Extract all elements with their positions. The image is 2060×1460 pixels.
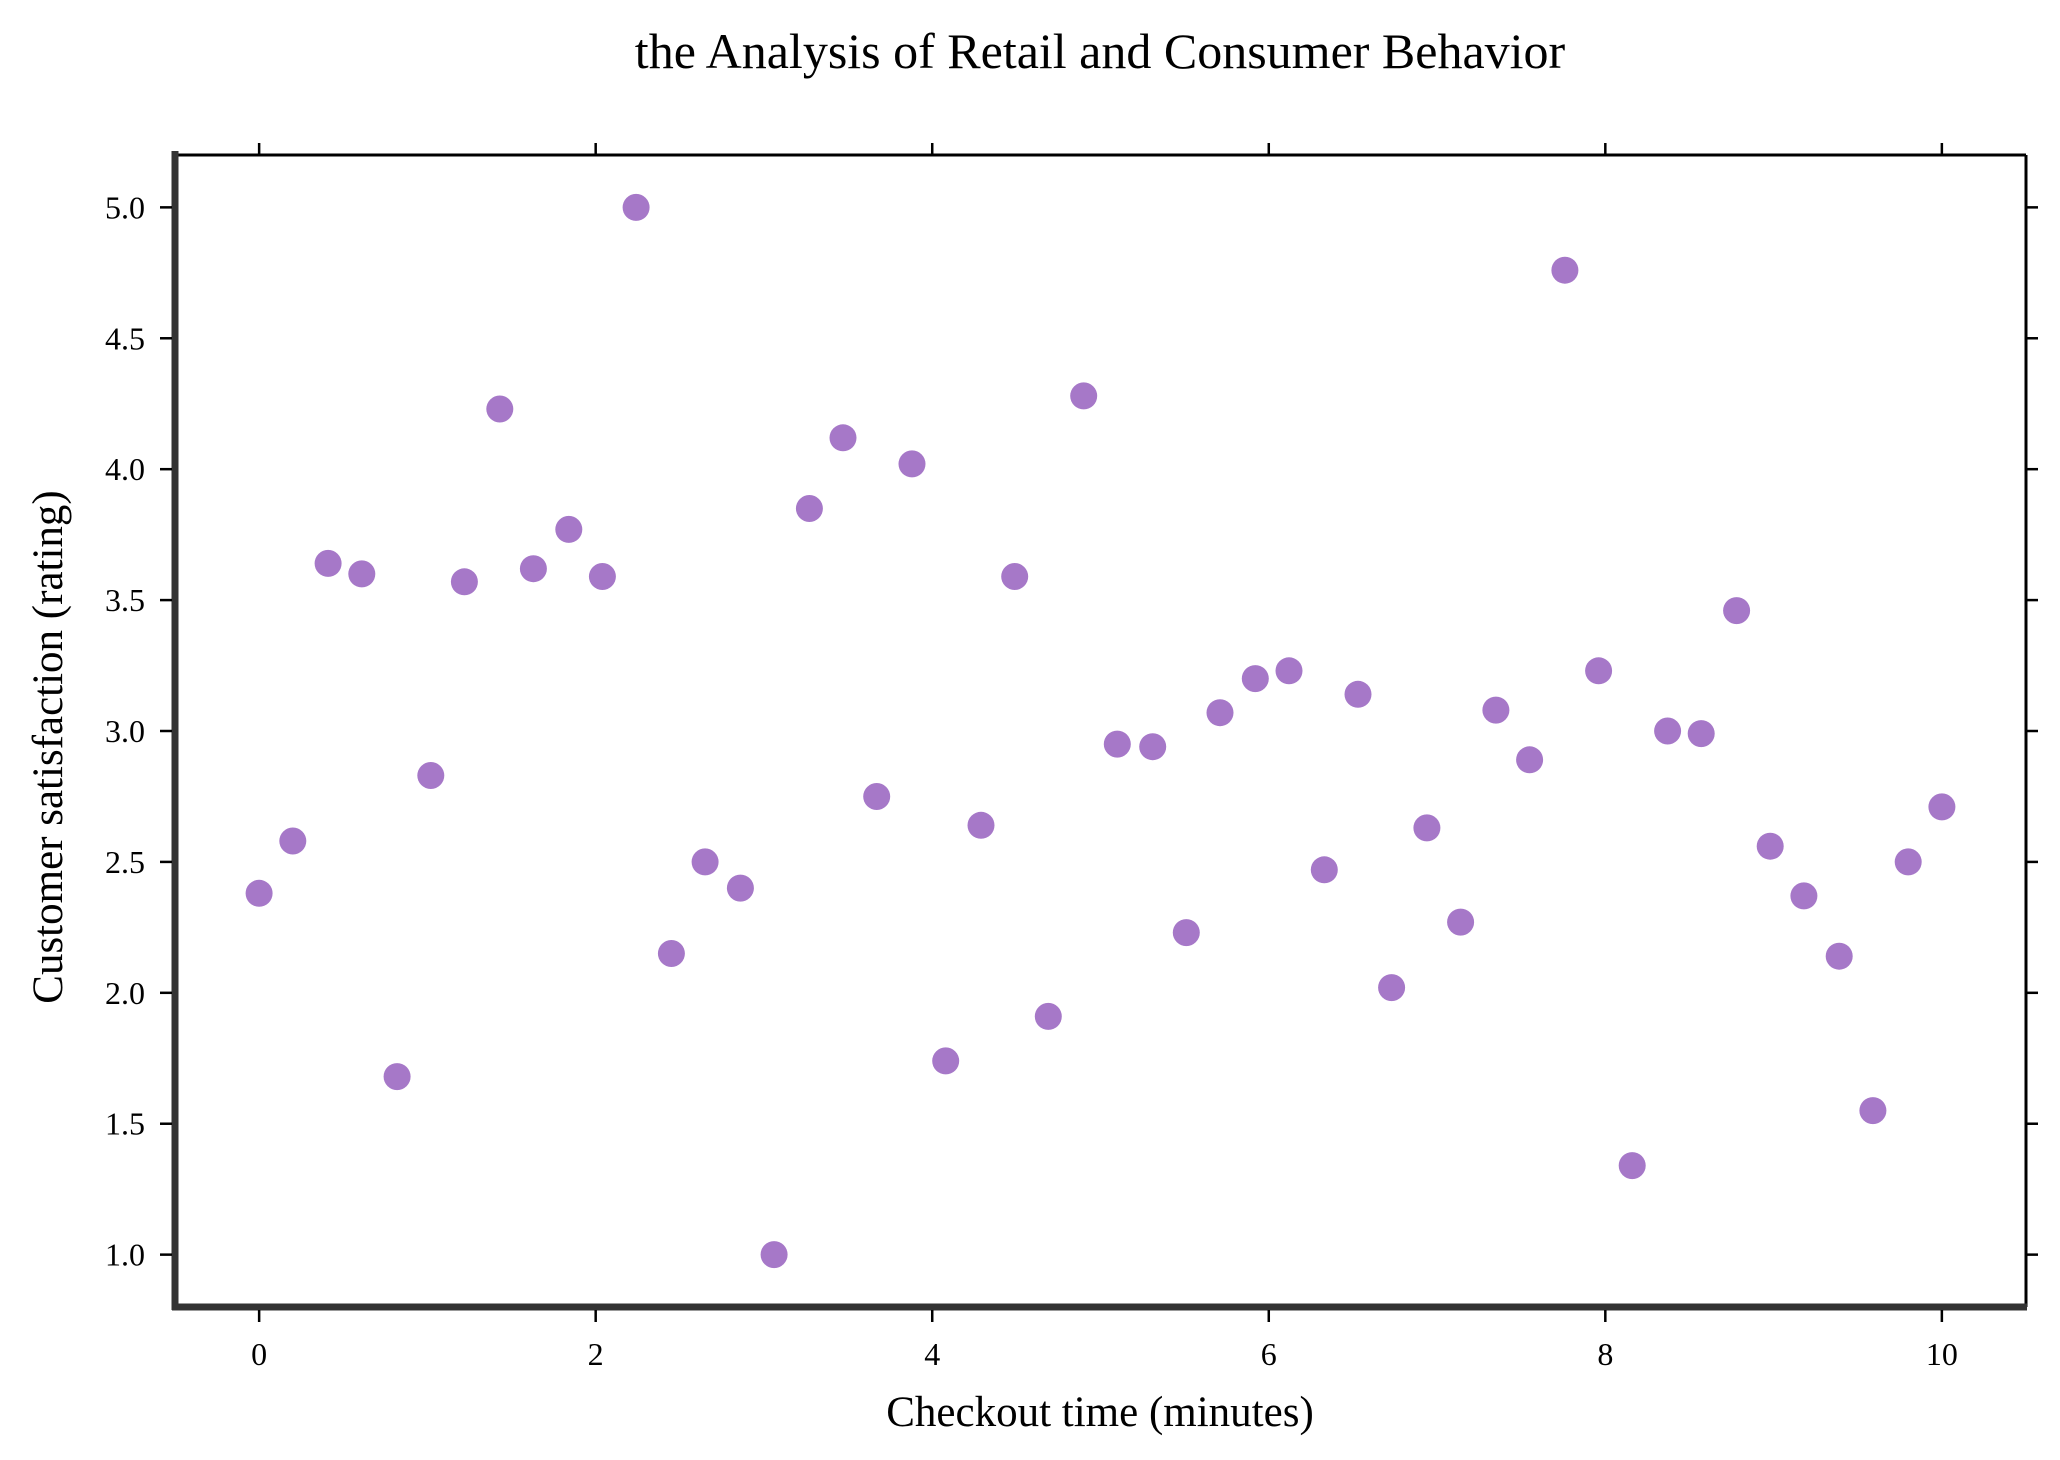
data-point <box>314 549 342 577</box>
data-point <box>795 495 823 522</box>
y-tick-label: 3.0 <box>105 713 145 749</box>
plot-area: 0 2 4 6 8 10 1.0 1.5 2.0 2.5 3.0 3.5 4.0 4.5 5.0 <box>105 143 2038 1372</box>
y-tick-label: 5.0 <box>105 189 145 225</box>
data-point <box>863 783 891 810</box>
y-tick-label: 1.0 <box>105 1237 145 1273</box>
data-point <box>1070 382 1098 410</box>
data-point <box>417 762 445 789</box>
data-point <box>1859 1097 1887 1125</box>
data-point <box>1551 256 1579 284</box>
x-tick-label: 0 <box>251 1336 267 1372</box>
data-point <box>348 560 376 588</box>
data-point <box>450 568 478 596</box>
data-point <box>1034 1002 1062 1030</box>
data-point <box>657 940 685 967</box>
data-point <box>932 1047 960 1075</box>
data-point <box>1618 1152 1646 1180</box>
data-point <box>1825 942 1853 970</box>
y-tick-label: 4.5 <box>105 320 145 356</box>
y-tick-label: 1.5 <box>105 1106 145 1142</box>
data-point <box>1310 856 1338 884</box>
y-tick-label: 2.5 <box>105 844 145 880</box>
x-tick-label: 8 <box>1597 1336 1613 1372</box>
chart-title: the Analysis of Retail and Consumer Beha… <box>635 23 1566 79</box>
data-point <box>588 563 616 590</box>
data-point <box>726 874 754 902</box>
y-axis-label: Customer satisfaction (rating) <box>25 490 72 1003</box>
data-point <box>486 395 514 423</box>
data-point <box>1139 733 1167 761</box>
data-point <box>829 424 857 452</box>
y-tick-label: 3.5 <box>105 582 145 618</box>
data-point <box>1482 696 1510 724</box>
data-point <box>622 193 650 221</box>
data-point <box>1378 974 1406 1002</box>
data-point <box>1687 720 1715 748</box>
x-tick-label: 4 <box>924 1336 940 1372</box>
y-tick-label: 2.0 <box>105 975 145 1011</box>
data-point <box>1894 848 1922 876</box>
data-point <box>1001 563 1029 590</box>
data-point <box>245 879 273 907</box>
data-point <box>1790 882 1818 910</box>
data-point <box>1585 657 1613 685</box>
data-point <box>1103 730 1131 758</box>
data-point <box>1172 919 1200 947</box>
data-point <box>691 848 719 876</box>
data-point <box>1206 699 1234 727</box>
x-tick-label: 2 <box>588 1336 604 1372</box>
y-tick-label: 4.0 <box>105 451 145 487</box>
data-point <box>279 827 307 855</box>
data-point <box>1241 665 1269 693</box>
x-tick-label: 10 <box>1926 1336 1958 1372</box>
data-point <box>383 1063 411 1091</box>
data-point <box>1344 680 1372 708</box>
data-point <box>1413 814 1441 842</box>
data-point <box>1447 908 1475 936</box>
data-point <box>1654 717 1682 745</box>
data-point <box>1928 793 1956 821</box>
data-point <box>898 450 926 478</box>
data-point <box>519 555 547 583</box>
data-point <box>1516 746 1544 774</box>
data-point <box>1275 657 1303 685</box>
data-point <box>555 515 583 543</box>
data-point <box>967 811 995 839</box>
data-point <box>760 1241 788 1269</box>
x-tick-label: 6 <box>1261 1336 1277 1372</box>
data-point <box>1723 597 1751 625</box>
x-axis-label: Checkout time (minutes) <box>886 1389 1314 1436</box>
data-point <box>1756 832 1784 860</box>
